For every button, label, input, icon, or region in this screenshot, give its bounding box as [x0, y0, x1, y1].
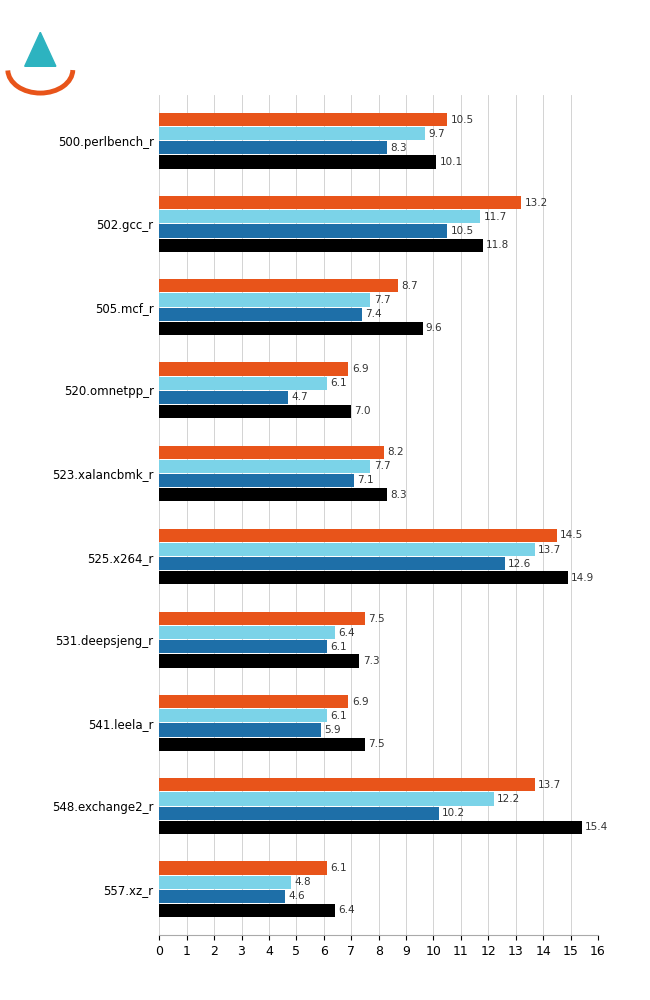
Text: 6.1: 6.1: [330, 378, 346, 388]
Text: 7.4: 7.4: [365, 309, 382, 319]
Bar: [159, 723, 321, 737]
Bar: [159, 210, 480, 223]
Bar: [159, 529, 557, 542]
Text: 10.2: 10.2: [442, 808, 465, 818]
Text: 10.5: 10.5: [450, 115, 474, 125]
Text: 8.7: 8.7: [401, 281, 418, 291]
Bar: [159, 196, 521, 209]
Text: 6.1: 6.1: [330, 863, 346, 873]
Bar: [159, 821, 582, 834]
Text: 6.1: 6.1: [330, 642, 346, 652]
Text: 5.9: 5.9: [324, 725, 341, 735]
Bar: [159, 391, 288, 404]
Text: 7.3: 7.3: [363, 656, 380, 666]
Text: 11.7: 11.7: [484, 212, 506, 222]
Bar: [159, 488, 387, 501]
Text: 10.1: 10.1: [439, 157, 463, 167]
Text: SPECint2017 Rate-1 Estimated Scores: SPECint2017 Rate-1 Estimated Scores: [88, 21, 534, 41]
Bar: [159, 904, 335, 917]
Bar: [159, 460, 370, 473]
Text: 8.3: 8.3: [390, 143, 407, 153]
Bar: [159, 293, 370, 307]
Bar: [159, 224, 447, 238]
Text: 4.8: 4.8: [294, 877, 311, 887]
Text: 7.7: 7.7: [374, 295, 390, 305]
Bar: [159, 654, 359, 668]
Text: 6.9: 6.9: [352, 364, 369, 374]
Bar: [159, 239, 483, 252]
Bar: [159, 738, 365, 751]
Bar: [159, 322, 422, 335]
Text: Score - Higher is Better: Score - Higher is Better: [88, 61, 244, 74]
Text: 8.2: 8.2: [387, 447, 404, 457]
Text: 7.1: 7.1: [358, 475, 374, 485]
Text: 6.1: 6.1: [330, 711, 346, 721]
Text: 6.9: 6.9: [352, 697, 369, 707]
Text: 14.5: 14.5: [560, 530, 584, 540]
Text: 12.6: 12.6: [508, 559, 531, 569]
Bar: [159, 113, 447, 126]
Bar: [159, 778, 535, 791]
Bar: [159, 695, 348, 708]
Bar: [159, 890, 285, 903]
Bar: [159, 709, 326, 722]
Text: 10.5: 10.5: [450, 226, 474, 236]
Text: 11.8: 11.8: [486, 240, 510, 250]
Polygon shape: [8, 10, 73, 75]
Bar: [159, 861, 326, 875]
Text: 7.7: 7.7: [374, 461, 390, 471]
Bar: [159, 308, 362, 321]
Text: 7.0: 7.0: [354, 406, 371, 416]
Bar: [159, 876, 291, 889]
Bar: [159, 543, 535, 556]
Text: 15.4: 15.4: [585, 822, 608, 832]
Text: 7.5: 7.5: [368, 739, 385, 749]
Bar: [159, 446, 384, 459]
Text: 9.6: 9.6: [426, 323, 443, 333]
Bar: [159, 279, 398, 292]
Bar: [159, 612, 365, 625]
Text: 6.4: 6.4: [338, 905, 355, 915]
Text: 4.7: 4.7: [291, 392, 308, 402]
Text: 8.3: 8.3: [390, 490, 407, 500]
Text: 13.2: 13.2: [525, 198, 548, 208]
Polygon shape: [25, 32, 56, 66]
Bar: [159, 626, 335, 639]
Text: 6.4: 6.4: [338, 628, 355, 638]
Bar: [159, 571, 568, 584]
Bar: [159, 141, 387, 154]
Bar: [159, 155, 436, 169]
Bar: [159, 474, 354, 487]
Text: 13.7: 13.7: [538, 780, 562, 790]
Bar: [159, 405, 351, 418]
Text: 14.9: 14.9: [571, 573, 594, 583]
Bar: [159, 557, 505, 570]
Bar: [159, 127, 425, 140]
Bar: [159, 792, 494, 806]
Bar: [159, 377, 326, 390]
Bar: [159, 640, 326, 653]
Text: 12.2: 12.2: [497, 794, 521, 804]
Text: 9.7: 9.7: [428, 129, 445, 139]
Text: 4.6: 4.6: [289, 891, 306, 901]
Bar: [159, 362, 348, 376]
Bar: [159, 807, 439, 820]
Text: 13.7: 13.7: [538, 545, 562, 555]
Text: 7.5: 7.5: [368, 614, 385, 624]
